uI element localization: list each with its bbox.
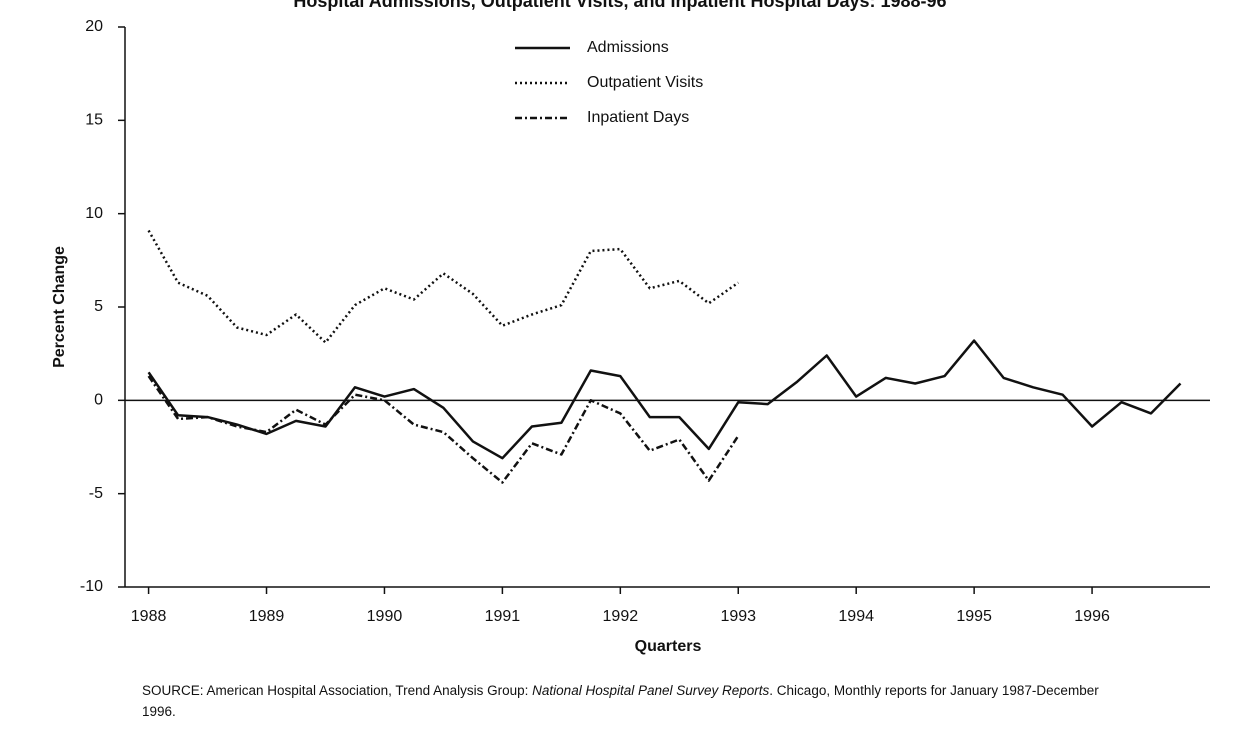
x-tick-label: 1990 — [367, 608, 403, 625]
legend-label: Inpatient Days — [587, 109, 689, 126]
x-tick-label: 1988 — [131, 608, 167, 625]
y-tick-label: -5 — [89, 485, 103, 502]
source-text: . Chicago, Monthly reports for January 1… — [142, 683, 1099, 719]
x-tick-label: 1996 — [1074, 608, 1110, 625]
source-text: SOURCE: American Hospital Association, T… — [142, 683, 533, 698]
y-tick-label: 15 — [85, 112, 103, 129]
y-tick-label: 10 — [85, 205, 103, 222]
y-tick-label: 5 — [94, 298, 103, 315]
y-tick-label: 20 — [85, 18, 103, 35]
chart-title: Hospital Admissions, Outpatient Visits, … — [293, 0, 946, 11]
source-title: National Hospital Panel Survey Reports — [532, 683, 770, 698]
y-axis-label: Percent Change — [51, 246, 68, 368]
x-tick-label: 1995 — [956, 608, 992, 625]
x-tick-label: 1993 — [720, 608, 756, 625]
series-line — [147, 375, 740, 484]
x-tick-label: 1989 — [249, 608, 285, 625]
x-tick-label: 1994 — [838, 608, 874, 625]
series-line — [147, 339, 1182, 460]
x-tick-label: 1991 — [485, 608, 521, 625]
x-axis-label: Quarters — [635, 638, 702, 655]
x-tick-label: 1992 — [603, 608, 639, 625]
y-tick-label: -10 — [80, 578, 103, 595]
legend-label: Outpatient Visits — [587, 74, 703, 91]
y-tick-label: 0 — [94, 392, 103, 409]
legend-label: Admissions — [587, 39, 669, 56]
source-note: SOURCE: American Hospital Association, T… — [142, 680, 1102, 722]
series-line — [147, 229, 740, 344]
